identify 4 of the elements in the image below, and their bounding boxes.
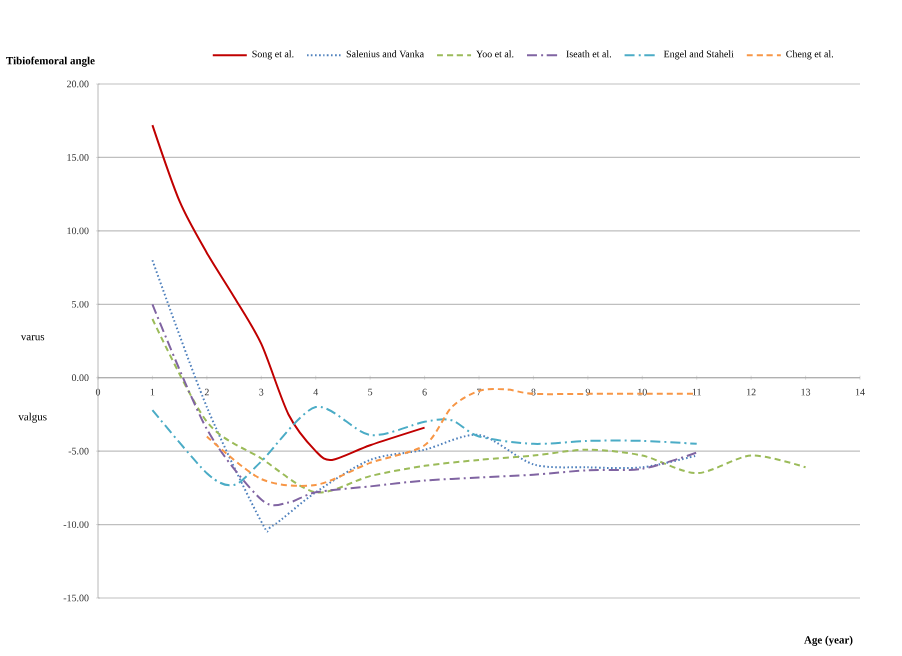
line-series	[151, 317, 807, 494]
line-series	[151, 405, 698, 487]
line-series	[151, 124, 426, 461]
line-series	[205, 388, 698, 487]
